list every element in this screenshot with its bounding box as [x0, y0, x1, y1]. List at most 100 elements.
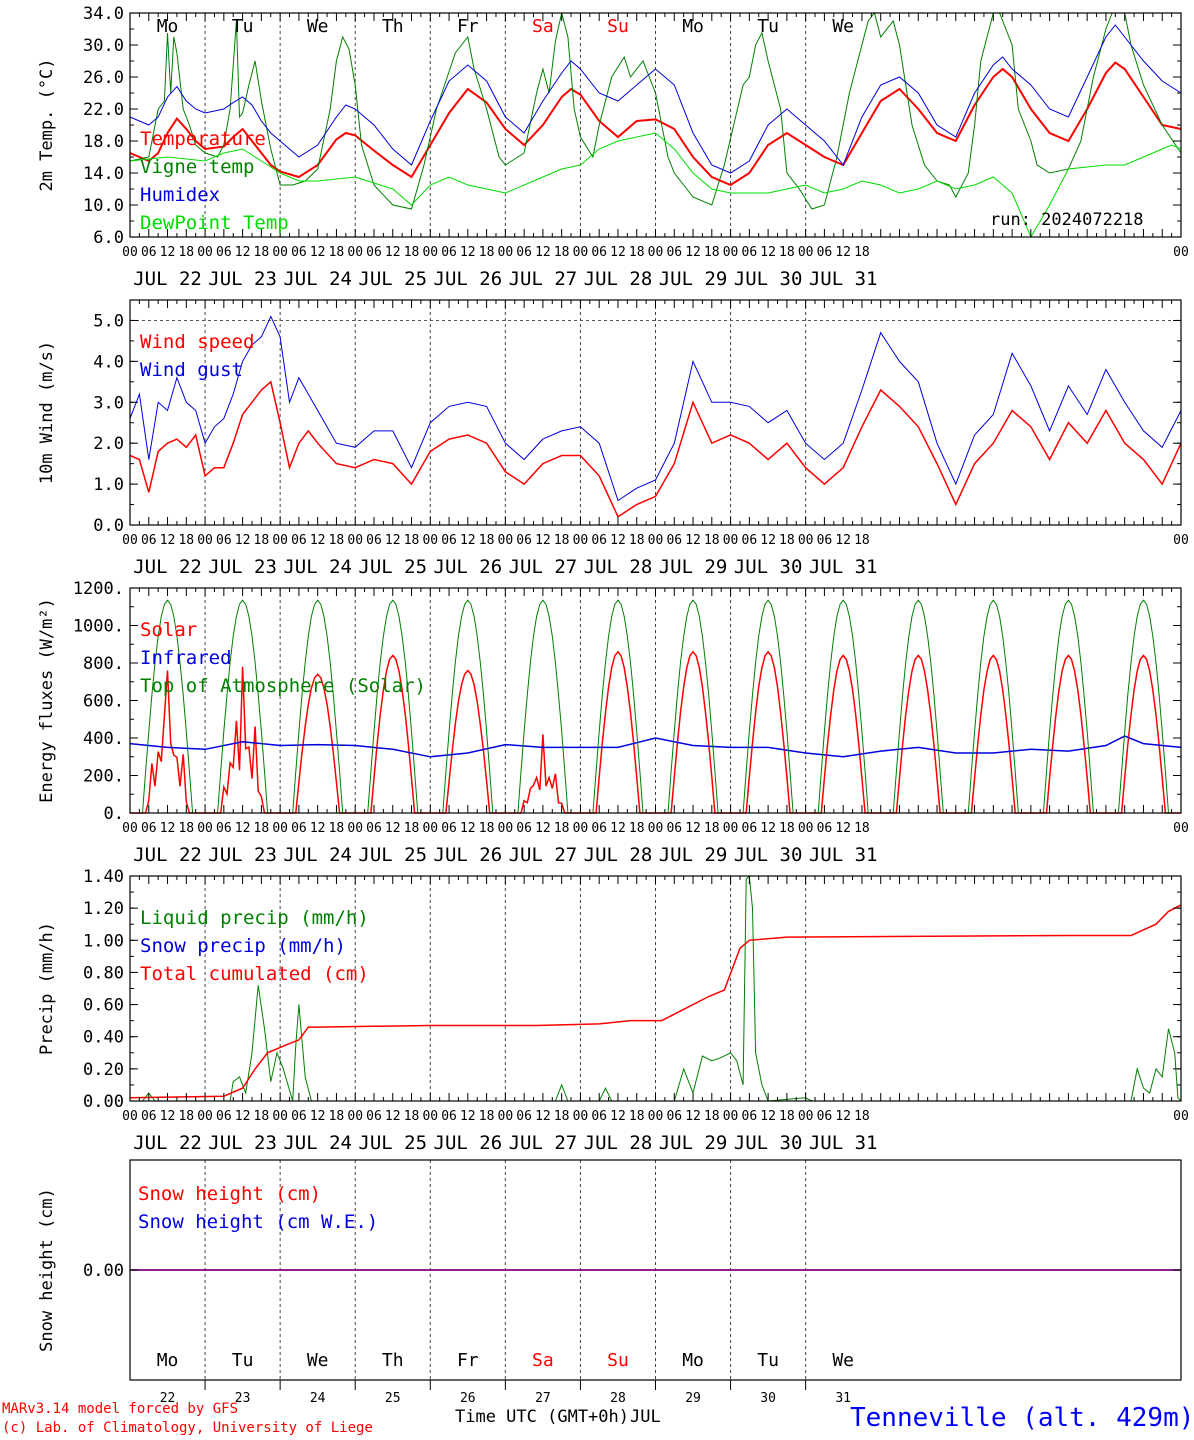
hour-tick-label: 06	[216, 821, 232, 836]
hour-tick-label: 06	[516, 533, 532, 548]
hour-tick-label: 06	[817, 1109, 833, 1124]
date-label: JUL 24	[283, 844, 352, 866]
date-label: JUL 31	[809, 556, 878, 578]
hour-tick-label: 12	[310, 245, 326, 260]
series-line-wind-gust	[129, 315, 1182, 502]
hour-tick-label: 12	[760, 245, 776, 260]
y-axis-title: 10m Wind (m/s)	[37, 341, 57, 484]
hour-tick-label: 00	[347, 245, 363, 260]
hour-tick-label: 00	[648, 533, 664, 548]
hour-tick-label: 18	[704, 1109, 720, 1124]
hour-tick-label: 06	[591, 245, 607, 260]
legend-entry: Humidex	[140, 184, 220, 206]
hour-tick-label: 00	[197, 821, 213, 836]
hour-tick-label: 00	[347, 1109, 363, 1124]
hour-tick-label: 18	[479, 1109, 495, 1124]
legend-entry: Total cumulated (cm)	[140, 963, 369, 985]
hour-tick-label: 00	[498, 1109, 514, 1124]
hour-tick-label: 18	[254, 821, 270, 836]
hour-tick-label: 06	[666, 821, 682, 836]
date-label: JUL 22	[133, 268, 202, 290]
date-label: JUL 30	[734, 556, 803, 578]
date-label: JUL 27	[509, 844, 578, 866]
hour-tick-label: 18	[404, 821, 420, 836]
date-label: JUL 25	[358, 1132, 427, 1154]
y-tick-label: 1.40	[83, 867, 124, 887]
hour-tick-label: 12	[760, 821, 776, 836]
y-axis-title: Snow height (cm)	[37, 1188, 57, 1352]
weekday-label: Sa	[532, 1350, 554, 1371]
hour-tick-label: 18	[554, 821, 570, 836]
hour-tick-label: 12	[235, 821, 251, 836]
date-label: JUL 31	[809, 844, 878, 866]
legend-entry: Temperature	[140, 128, 266, 150]
hour-tick-label: 12	[610, 1109, 626, 1124]
hour-tick-label: 00	[723, 245, 739, 260]
hour-tick-label: 12	[685, 245, 701, 260]
hour-tick-label: 06	[516, 821, 532, 836]
hour-tick-label: 06	[291, 245, 307, 260]
date-label: JUL 29	[659, 1132, 728, 1154]
hour-tick-label: 06	[141, 533, 157, 548]
day-number-label: 27	[535, 1391, 551, 1406]
weekday-label: Th	[382, 1350, 404, 1371]
hour-tick-label: 00	[272, 245, 288, 260]
hour-tick-label: 18	[779, 245, 795, 260]
legend-entry: Wind gust	[140, 359, 243, 381]
plot-frame	[129, 587, 1182, 814]
weekday-label: Mo	[682, 1350, 704, 1371]
y-tick-label: 0.00	[83, 1261, 124, 1281]
day-number-label: 31	[835, 1391, 851, 1406]
hour-tick-label: 00	[197, 245, 213, 260]
hour-tick-label: 12	[160, 821, 176, 836]
hour-tick-label: 12	[535, 821, 551, 836]
series-line-temperature	[129, 61, 1182, 187]
hour-tick-label: 06	[441, 533, 457, 548]
hour-tick-label: 12	[760, 533, 776, 548]
hour-tick-label: 18	[554, 533, 570, 548]
y-tick-label: 0.0	[93, 516, 124, 536]
weekday-label: Su	[607, 16, 629, 37]
hour-tick-label: 18	[254, 245, 270, 260]
day-number-label: 23	[235, 1391, 251, 1406]
hour-tick-label: 00	[122, 821, 138, 836]
day-number-label: 28	[610, 1391, 626, 1406]
y-tick-label: 400.	[83, 729, 124, 749]
hour-tick-label: 18	[404, 1109, 420, 1124]
hour-tick-label: 06	[141, 1109, 157, 1124]
date-label: JUL 25	[358, 268, 427, 290]
hour-tick-label: 12	[835, 1109, 851, 1124]
y-tick-label: 10.0	[83, 196, 124, 216]
series-line-vigne-temp	[129, 11, 1182, 210]
hour-tick-label: 00	[798, 245, 814, 260]
hour-tick-label: 18	[629, 533, 645, 548]
date-label: JUL 28	[584, 268, 653, 290]
hour-tick-label: 06	[216, 533, 232, 548]
hour-tick-label: 00	[197, 533, 213, 548]
hour-tick-label: 06	[666, 245, 682, 260]
hour-tick-label: 18	[854, 533, 870, 548]
hour-tick-label: 00	[347, 533, 363, 548]
hour-tick-label: 12	[310, 533, 326, 548]
weekday-label: We	[832, 1350, 854, 1371]
hour-tick-label: 18	[329, 821, 345, 836]
hour-tick-label: 00	[648, 821, 664, 836]
station-name: Tenneville (alt. 429m)	[850, 1403, 1194, 1433]
plot-frame	[129, 299, 1182, 526]
weekday-label: Tu	[232, 16, 254, 37]
hour-tick-label: 00	[498, 821, 514, 836]
legend-entry: Wind speed	[140, 331, 254, 353]
date-label: JUL 31	[809, 268, 878, 290]
time-axis-label: Time UTC (GMT+0h)	[455, 1407, 629, 1427]
weekday-label: Fr	[457, 1350, 479, 1371]
date-label: JUL 26	[434, 268, 503, 290]
y-tick-label: 34.0	[83, 4, 124, 24]
hour-tick-label: 12	[310, 1109, 326, 1124]
date-label: JUL 25	[358, 844, 427, 866]
hour-tick-label: 06	[817, 245, 833, 260]
legend-entry: Snow height (cm W.E.)	[138, 1211, 378, 1233]
lab-credit: (c) Lab. of Climatology, University of L…	[2, 1420, 373, 1436]
hour-tick-label: 00	[422, 1109, 438, 1124]
hour-tick-label: 00	[1173, 245, 1189, 260]
